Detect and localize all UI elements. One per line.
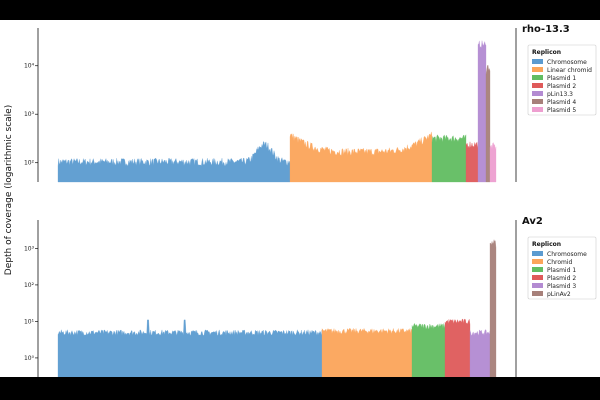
panel-title: Av2 bbox=[522, 216, 543, 227]
series-area-plasmid-5 bbox=[489, 142, 497, 183]
series-area-chromosome bbox=[57, 141, 291, 183]
legend-item-label: Plasmid 4 bbox=[547, 99, 576, 106]
series-area-chromid bbox=[321, 327, 413, 377]
series-area-plinav2 bbox=[489, 239, 497, 377]
legend-item-label: Plasmid 2 bbox=[547, 83, 576, 90]
legend-item-label: Chromid bbox=[547, 259, 573, 266]
figure-canvas: Depth of coverage (logarithmic scale) 10²… bbox=[0, 20, 600, 377]
y-tick-label: 10⁰ bbox=[24, 355, 35, 362]
legend-swatch bbox=[532, 251, 543, 256]
y-tick-label: 10² bbox=[24, 282, 35, 289]
y-tick-label: 10⁴ bbox=[24, 63, 35, 70]
legend-item-label: Linear chromid bbox=[547, 67, 592, 74]
legend-box bbox=[527, 44, 597, 116]
legend-item-label: pLinAv2 bbox=[547, 291, 571, 298]
y-tick-label: 10² bbox=[24, 160, 35, 167]
legend-swatch bbox=[532, 99, 543, 104]
panel-title: rho-13.3 bbox=[522, 24, 570, 35]
legend-item-label: Chromosome bbox=[547, 251, 587, 258]
legend-item-label: Plasmid 1 bbox=[547, 75, 576, 82]
series-area-chromosome bbox=[57, 319, 323, 377]
legend-item-label: Plasmid 3 bbox=[547, 283, 576, 290]
series-area-linear-chromid bbox=[289, 131, 433, 183]
legend-title: Replicon bbox=[532, 49, 561, 56]
legend-swatch bbox=[532, 107, 543, 112]
legend-swatch bbox=[532, 283, 543, 288]
legend-item-label: Chromosome bbox=[547, 59, 587, 66]
legend-swatch bbox=[532, 75, 543, 80]
y-tick-label: 10³ bbox=[24, 245, 35, 252]
legend-item-label: Plasmid 2 bbox=[547, 275, 576, 282]
series-area-plasmid-2 bbox=[444, 318, 471, 377]
legend-swatch bbox=[532, 67, 543, 72]
legend-box bbox=[527, 236, 597, 300]
series-area-plasmid-3 bbox=[469, 329, 491, 377]
series-area-plasmid-4 bbox=[485, 64, 491, 183]
legend-swatch bbox=[532, 259, 543, 264]
legend-swatch bbox=[532, 59, 543, 64]
legend-item-label: pLin13.3 bbox=[547, 91, 573, 98]
series-area-plasmid-1 bbox=[411, 323, 446, 377]
legend-title: Replicon bbox=[532, 241, 561, 248]
coverage-figure: Depth of coverage (logarithmic scale) 10²… bbox=[4, 24, 597, 377]
series-area-plin13-3 bbox=[477, 40, 487, 183]
series-area-plasmid-2 bbox=[465, 141, 479, 183]
y-tick-label: 10³ bbox=[24, 111, 35, 118]
legend-item-label: Plasmid 1 bbox=[547, 267, 576, 274]
legend-swatch bbox=[532, 275, 543, 280]
legend-swatch bbox=[532, 91, 543, 96]
legend-item-label: Plasmid 5 bbox=[547, 107, 576, 114]
series-area-plasmid-1 bbox=[431, 134, 467, 183]
y-tick-label: 10¹ bbox=[24, 318, 35, 325]
legend-swatch bbox=[532, 267, 543, 272]
legend-swatch bbox=[532, 83, 543, 88]
y-axis-label: Depth of coverage (logarithmic scale) bbox=[4, 105, 14, 275]
legend-swatch bbox=[532, 291, 543, 296]
